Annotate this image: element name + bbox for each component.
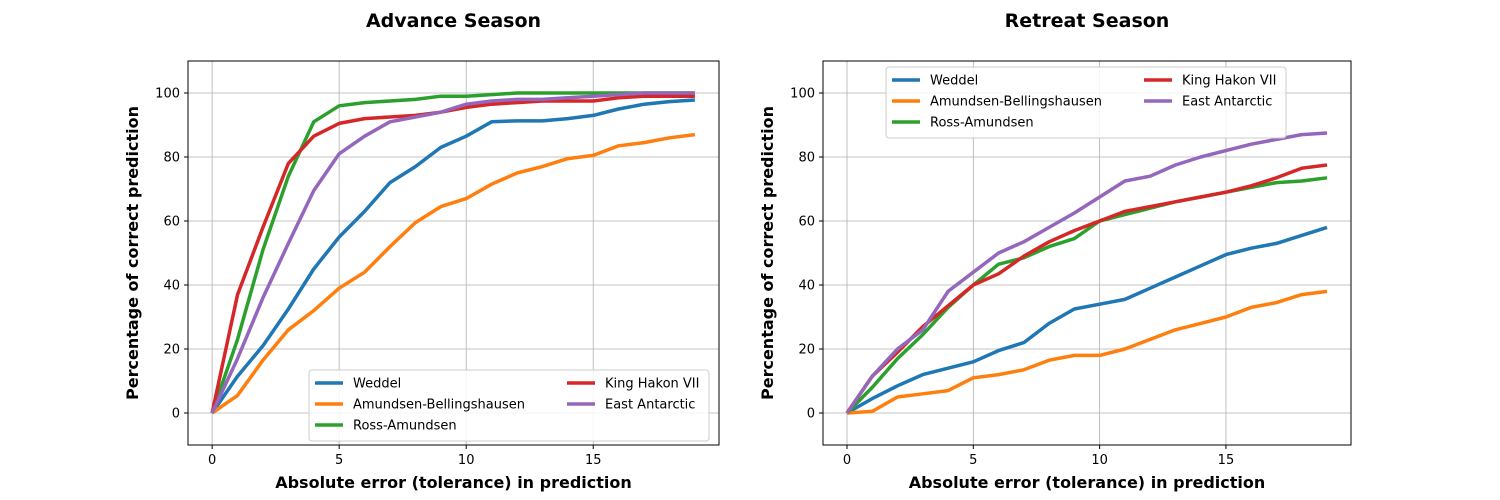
x-axis-label: Absolute error (tolerance) in prediction [275, 473, 632, 492]
series-line-5 [210, 91, 695, 414]
x-axis-label: Absolute error (tolerance) in prediction [909, 473, 1266, 492]
chart-panel-2: Retreat Season 0 5 10 15 0 20 40 60 80 100 Absolute… [758, 10, 1352, 492]
plot-frame [822, 60, 1352, 446]
series-line-2 [846, 289, 1328, 415]
series-line-2 [211, 132, 696, 415]
legend-entry: Ross-Amundsen [930, 116, 1034, 131]
chart-title: Advance Season [366, 10, 541, 32]
legend-entry: King Hakon VII [605, 377, 699, 392]
y-tick-label: 40 [798, 279, 815, 294]
plot-frame [187, 60, 720, 446]
legend-entry: East Antarctic [1182, 95, 1272, 110]
x-tick-label: 10 [1091, 453, 1108, 468]
y-tick-label: 40 [163, 279, 180, 294]
chart-title: Retreat Season [1005, 10, 1170, 32]
x-tick-label: 0 [843, 453, 851, 468]
series-line-1 [846, 225, 1328, 415]
y-tick-label: 60 [798, 215, 815, 230]
x-tick-label: 5 [335, 453, 343, 468]
legend-entry: Weddel [930, 74, 978, 89]
chart-panel-1: Advance Season 0 5 10 15 0 20 40 60 80 100 Absolute… [123, 10, 720, 492]
legend-box [885, 66, 1287, 139]
x-tick-label: 10 [458, 453, 475, 468]
legend: Weddel Amundsen-Bellingshausen Ross-Amunds… [885, 66, 1287, 139]
y-tick-label: 100 [790, 87, 815, 102]
x-tick-label: 0 [208, 453, 216, 468]
y-tick-label: 0 [807, 407, 815, 422]
series-line-5 [845, 131, 1328, 414]
y-axis-label: Percentage of correct prediction [123, 106, 142, 400]
y-tick-label: 20 [798, 343, 815, 358]
legend-entry: East Antarctic [605, 398, 695, 413]
legend-entry: Amundsen-Bellingshausen [930, 95, 1102, 110]
series-line-1 [210, 98, 695, 414]
legend: Weddel Amundsen-Bellingshausen Ross-Amunds… [308, 369, 710, 442]
x-tick-label: 15 [1218, 453, 1235, 468]
legend-entry: Weddel [353, 377, 401, 392]
y-tick-label: 60 [163, 215, 180, 230]
legend-entry: King Hakon VII [1182, 74, 1276, 89]
x-tick-label: 15 [585, 453, 602, 468]
y-tick-label: 80 [798, 151, 815, 166]
y-axis-label: Percentage of correct prediction [758, 106, 777, 400]
legend-entry: Ross-Amundsen [353, 419, 457, 434]
series-line-3 [210, 91, 695, 414]
y-tick-label: 20 [163, 343, 180, 358]
legend-box [308, 369, 710, 442]
x-tick-label: 5 [969, 453, 977, 468]
y-tick-label: 80 [163, 151, 180, 166]
y-tick-label: 100 [155, 87, 180, 102]
legend-entry: Amundsen-Bellingshausen [353, 398, 525, 413]
y-tick-label: 0 [172, 407, 180, 422]
